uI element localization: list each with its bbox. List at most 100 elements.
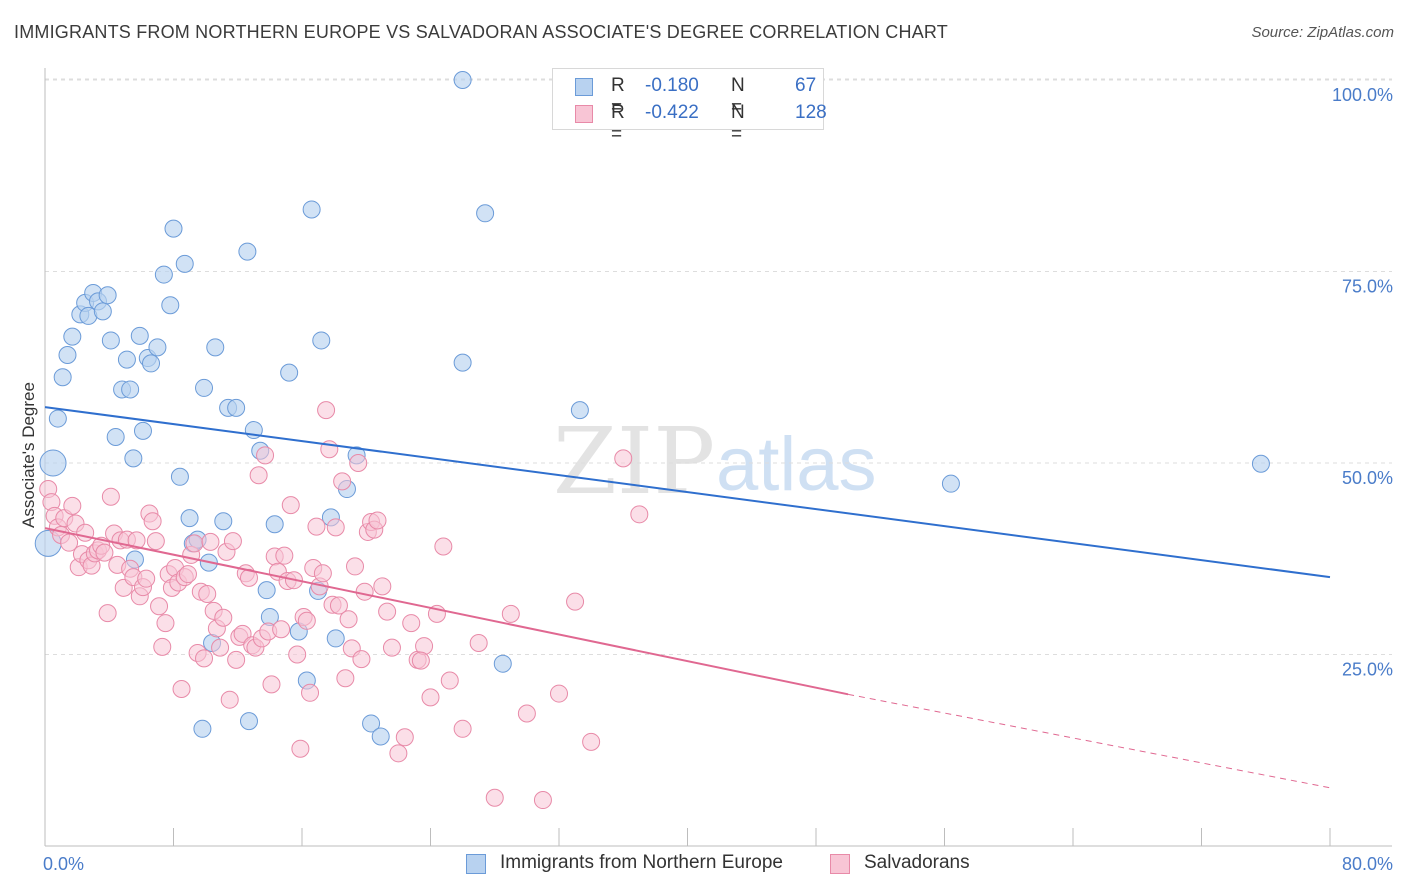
data-point-immigrants [53,368,72,387]
data-point-immigrants [39,449,67,477]
data-point-immigrants [195,378,214,397]
data-point-salvadorans [143,512,162,531]
data-point-salvadorans [249,466,268,485]
data-point-immigrants [124,449,143,468]
data-point-salvadorans [150,597,169,616]
legend-n-value: 67 [795,75,817,96]
data-point-immigrants [121,380,140,399]
trend-line-salvadorans [44,527,849,696]
data-point-salvadorans [201,532,220,551]
y-tick-label: 25.0% [1342,660,1393,680]
y-tick-label: 100.0% [1332,85,1393,105]
data-point-salvadorans [137,569,156,588]
legend-n-label: N = [731,75,745,118]
data-point-immigrants [214,512,233,531]
data-point-salvadorans [517,704,536,723]
data-point-immigrants [154,265,173,284]
bottom-legend-label: Salvadorans [864,852,970,873]
data-point-salvadorans [301,683,320,702]
data-point-salvadorans [382,638,401,657]
data-point-salvadorans [275,546,294,565]
y-tick-label: 75.0% [1342,277,1393,297]
data-point-salvadorans [98,604,117,623]
data-point-salvadorans [307,517,326,536]
data-point-salvadorans [172,679,191,698]
data-point-immigrants [362,714,381,733]
trend-lines [44,406,1331,789]
correlation-legend: R = -0.180 N = 67 R = -0.422 N = 128 [552,68,827,145]
data-point-salvadorans [434,537,453,556]
data-point-salvadorans [95,543,114,562]
data-point-salvadorans [395,728,414,747]
data-point-salvadorans [469,634,488,653]
watermark: ZIP atlas [553,408,877,515]
y-tick-label: 50.0% [1342,468,1393,488]
data-point-salvadorans [440,671,459,690]
data-point-salvadorans [178,565,197,584]
data-point-immigrants [170,467,189,486]
legend-r-value: -0.180 [645,75,699,96]
data-point-immigrants [106,427,125,446]
data-point-immigrants [58,345,77,364]
data-point-salvadorans [378,602,397,621]
data-point-immigrants [48,409,67,428]
data-point-salvadorans [501,604,520,623]
data-point-immigrants [265,515,284,534]
data-point-salvadorans [227,650,246,669]
data-point-salvadorans [389,744,408,763]
data-point-immigrants [133,421,152,440]
data-point-salvadorans [368,511,387,530]
data-point-immigrants [326,629,345,648]
data-point-immigrants [570,401,589,420]
chart-title: IMMIGRANTS FROM NORTHERN EUROPE VS SALVA… [14,22,948,42]
data-point-immigrants [148,338,167,357]
data-point-immigrants [117,350,136,369]
data-point-immigrants [453,353,472,372]
data-point-immigrants [193,719,212,738]
data-point-salvadorans [566,592,585,611]
data-point-immigrants [239,712,258,731]
x-tick-label: 0.0% [43,854,84,874]
data-point-immigrants [175,254,194,273]
data-point-immigrants [130,326,149,345]
data-point-immigrants [302,200,321,219]
bottom-legend-swatch-pink [830,854,850,874]
legend-swatch-blue [575,78,593,96]
data-point-salvadorans [630,505,649,524]
data-point-salvadorans [63,496,82,515]
legend-n-label: N = [731,102,745,145]
data-point-immigrants [453,71,472,89]
data-point-immigrants [206,338,225,357]
data-point-salvadorans [288,645,307,664]
data-point-salvadorans [153,637,172,656]
legend-swatch-pink [575,105,593,123]
data-point-immigrants [98,286,117,305]
bottom-legend-swatch-blue [466,854,486,874]
data-point-immigrants [93,302,112,321]
data-point-salvadorans [346,557,365,576]
data-point-immigrants [238,242,257,261]
data-point-immigrants [941,474,960,493]
data-point-salvadorans [223,532,242,551]
data-point-salvadorans [453,719,472,738]
data-point-immigrants [161,296,180,315]
data-point-immigrants [63,327,82,346]
data-point-salvadorans [411,651,430,670]
watermark-atlas: atlas [716,422,877,507]
data-point-salvadorans [352,650,371,669]
data-point-salvadorans [533,791,552,810]
data-point-salvadorans [326,518,345,537]
data-point-immigrants [164,219,183,238]
data-point-immigrants [227,398,246,417]
data-point-immigrants [257,581,276,600]
data-point-salvadorans [185,534,204,553]
data-point-salvadorans [582,732,601,751]
trend-line-immigrants [44,406,1331,579]
data-point-immigrants [493,654,512,673]
data-point-immigrants [1251,454,1270,473]
data-point-salvadorans [262,675,281,694]
series-salvadorans [39,401,649,810]
data-point-salvadorans [333,472,352,491]
data-point-salvadorans [195,649,214,668]
